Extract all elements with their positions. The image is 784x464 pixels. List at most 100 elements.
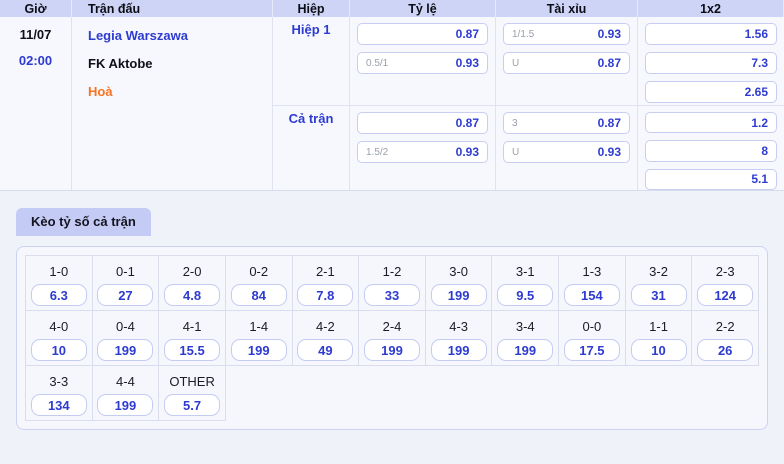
score-odds-button[interactable]: 9.5: [497, 284, 554, 306]
score-odds-button[interactable]: 26: [697, 339, 754, 361]
column-header-half: Hiệp: [273, 0, 350, 17]
odds-value: 7.3: [751, 56, 768, 70]
score-label: 3-0: [449, 264, 469, 279]
score-odds-button[interactable]: 124: [697, 284, 754, 306]
score-cell: 1-3 154: [559, 256, 626, 311]
score-odds-button[interactable]: 4.8: [164, 284, 221, 306]
over-under-odds-full-match: 3 0.87 U 0.93: [496, 105, 638, 190]
score-cell: 3-4 199: [492, 311, 560, 366]
over-under-odds-button[interactable]: U 0.93: [503, 141, 630, 163]
score-odds-button[interactable]: 5.7: [164, 394, 221, 416]
score-cell: 0-1 27: [92, 256, 160, 311]
score-odds-button[interactable]: 199: [497, 339, 554, 361]
handicap-line-label: 1.5/2: [366, 146, 389, 158]
column-header-1x2: 1x2: [638, 0, 784, 17]
1x2-odds-button[interactable]: 5.1: [645, 168, 777, 190]
score-label: 0-4: [116, 319, 135, 334]
correct-score-section: Kèo tỷ số cả trận 1-0 6.3 0-1 27 2-0 4.8 0-2 84…: [16, 208, 768, 430]
column-header-time: Giờ: [0, 0, 72, 17]
score-cell: 0-0 17.5: [559, 311, 626, 366]
score-odds-button[interactable]: 199: [97, 394, 154, 416]
score-label: 4-1: [182, 319, 202, 334]
handicap-line-label: 0.5/1: [366, 57, 389, 69]
over-under-odds-button[interactable]: U 0.87: [503, 52, 630, 74]
score-label: 2-4: [382, 319, 402, 334]
over-under-line-label: 1/1.5: [512, 28, 535, 40]
odds-value: 0.93: [597, 145, 621, 159]
score-odds-button[interactable]: 84: [230, 284, 287, 306]
over-under-odds-button[interactable]: 3 0.87: [503, 112, 630, 134]
score-label: 4-4: [116, 374, 135, 389]
score-odds-button[interactable]: 27: [97, 284, 154, 306]
1x2-odds-button[interactable]: 8: [645, 140, 777, 162]
score-odds-button[interactable]: 10: [30, 339, 87, 361]
home-team-link[interactable]: Legia Warszawa: [88, 28, 188, 43]
score-label: 2-3: [715, 264, 735, 279]
1x2-odds-button[interactable]: 1.2: [645, 112, 777, 134]
match-kickoff-time: 02:00: [18, 53, 53, 68]
score-odds-button[interactable]: 134: [30, 394, 87, 416]
score-label: 0-1: [116, 264, 135, 279]
score-label: 2-2: [715, 319, 735, 334]
1x2-odds-full-match: 1.2 8 5.1: [638, 105, 784, 190]
score-odds-button[interactable]: 199: [363, 339, 420, 361]
score-label: 3-2: [649, 264, 668, 279]
score-odds-button[interactable]: 7.8: [297, 284, 354, 306]
score-odds-button[interactable]: 6.3: [30, 284, 87, 306]
odds-value: 0.87: [597, 56, 621, 70]
1x2-odds-button[interactable]: 2.65: [645, 81, 777, 103]
handicap-odds-full-match: 0.87 1.5/2 0.93: [350, 105, 496, 190]
odds-value: 0.93: [597, 27, 621, 41]
score-label: 0-2: [249, 264, 269, 279]
1x2-odds-button[interactable]: 7.3: [645, 52, 777, 74]
score-label: 4-0: [49, 319, 69, 334]
match-teams-cell: Legia Warszawa FK Aktobe Hoà: [72, 17, 273, 190]
handicap-odds-button[interactable]: 0.87: [357, 23, 488, 45]
score-cell: 3-1 9.5: [492, 256, 560, 311]
match-date: 11/07: [19, 27, 52, 42]
empty-cell: [559, 366, 626, 421]
score-odds-button[interactable]: 154: [563, 284, 620, 306]
score-cell: 4-4 199: [92, 366, 160, 421]
score-odds-button[interactable]: 31: [630, 284, 687, 306]
over-under-odds-button[interactable]: 1/1.5 0.93: [503, 23, 630, 45]
tab-correct-score-full-match[interactable]: Kèo tỷ số cả trận: [16, 208, 151, 236]
correct-score-card: 1-0 6.3 0-1 27 2-0 4.8 0-2 84 2-1 7.8 1-2 33 3-0 199 3…: [16, 246, 768, 430]
score-label: 1-4: [249, 319, 269, 334]
score-odds-button[interactable]: 199: [230, 339, 287, 361]
score-odds-button[interactable]: 199: [430, 284, 487, 306]
score-cell: 2-0 4.8: [159, 256, 226, 311]
over-under-line-label: U: [512, 57, 520, 69]
score-cell: 1-2 33: [359, 256, 426, 311]
score-odds-button[interactable]: 33: [363, 284, 420, 306]
handicap-odds-button[interactable]: 0.5/1 0.93: [357, 52, 488, 74]
handicap-odds-button[interactable]: 0.87: [357, 112, 488, 134]
score-cell: 4-3 199: [425, 311, 493, 366]
odds-value: 0.87: [455, 116, 479, 130]
over-under-line-label: U: [512, 146, 520, 158]
score-odds-button[interactable]: 17.5: [563, 339, 620, 361]
score-odds-button[interactable]: 10: [630, 339, 687, 361]
1x2-odds-button[interactable]: 1.56: [645, 23, 777, 45]
odds-value: 0.87: [597, 116, 621, 130]
section-label-full-match: Cả trận: [273, 105, 350, 190]
odds-value: 8: [761, 143, 768, 158]
score-odds-button[interactable]: 15.5: [164, 339, 221, 361]
score-cell: 3-2 31: [625, 256, 693, 311]
handicap-odds-button[interactable]: 1.5/2 0.93: [357, 141, 488, 163]
empty-cell: [293, 366, 360, 421]
away-team-name: FK Aktobe: [88, 56, 153, 71]
score-label: 0-0: [582, 319, 602, 334]
score-cell: 2-4 199: [359, 311, 426, 366]
match-time-cell: 11/07 02:00: [0, 17, 72, 190]
score-odds-button[interactable]: 199: [430, 339, 487, 361]
score-cell: 0-4 199: [92, 311, 160, 366]
score-cell: 3-0 199: [425, 256, 493, 311]
score-odds-button[interactable]: 199: [97, 339, 154, 361]
score-label: 4-3: [449, 319, 469, 334]
draw-prediction-label: Hoà: [88, 84, 113, 99]
odds-value: 2.65: [744, 85, 768, 99]
score-label: 2-0: [182, 264, 202, 279]
score-odds-button[interactable]: 49: [297, 339, 354, 361]
match-odds-table: Giờ Trận đấu Hiệp Tỷ lệ Tài xỉu 1x2 11/0…: [0, 0, 784, 191]
